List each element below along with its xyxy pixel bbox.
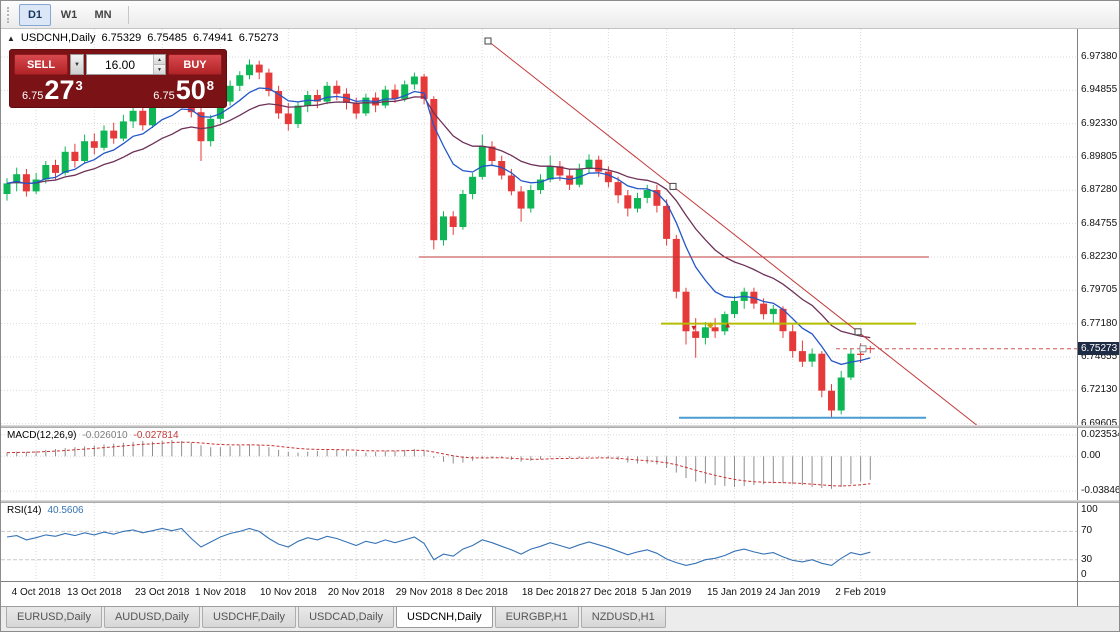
ohlc-close: 6.75273 xyxy=(238,32,279,44)
rsi-panel: 100 70 30 0 RSI(14) 40.5606 xyxy=(1,503,1119,581)
date-axis-label: 8 Dec 2018 xyxy=(456,587,508,598)
ohlc-high: 6.75485 xyxy=(147,32,188,44)
macd-main-value: -0.026010 xyxy=(82,430,128,441)
macd-axis-label: 0.023534 xyxy=(1081,428,1119,440)
one-click-collapse-icon[interactable]: ▲ xyxy=(7,33,15,43)
chart-tab-usdcnh-daily[interactable]: USDCNH,Daily xyxy=(396,607,493,628)
date-axis-label: 29 Nov 2018 xyxy=(395,587,453,598)
price-axis-label: 6.84755 xyxy=(1081,217,1118,229)
date-axis-label: 27 Dec 2018 xyxy=(580,587,637,598)
price-axis-label: 6.74655 xyxy=(1081,350,1118,362)
price-axis-label: 6.92330 xyxy=(1081,117,1118,129)
panel-splitter[interactable] xyxy=(1,425,1119,428)
chart-tab-usdchf-daily[interactable]: USDCHF,Daily xyxy=(201,607,297,628)
date-axis-label: 5 Jan 2019 xyxy=(641,587,692,598)
timeframe-w1-button[interactable]: W1 xyxy=(60,8,78,21)
toolbar-grip[interactable] xyxy=(7,6,12,23)
rsi-chart[interactable] xyxy=(1,503,1077,581)
date-axis-label: 15 Jan 2019 xyxy=(706,587,763,598)
svg-text:▼: ▼ xyxy=(690,323,698,332)
rsi-label: RSI(14) xyxy=(7,505,42,516)
macd-label: MACD(12,26,9) xyxy=(7,430,77,441)
chart-tab-eurgbp-h1[interactable]: EURGBP,H1 xyxy=(494,607,579,628)
rsi-axis-label: 30 xyxy=(1081,553,1093,565)
current-price-badge: 6.75273 xyxy=(1078,342,1119,355)
main-chart-panel: ▼ ◆ ▲ 6.75273 6.97380 6.94855 6.92330 6.89805… xyxy=(1,29,1119,425)
macd-axis[interactable]: 0.023534 0.00 -0.038466 xyxy=(1077,428,1119,500)
macd-panel: 0.023534 0.00 -0.038466 MACD(12,26,9) -0.0… xyxy=(1,428,1119,500)
rsi-axis-label: 70 xyxy=(1081,525,1093,537)
sell-price-pips: 27 xyxy=(44,75,75,106)
volume-down-button[interactable]: ▼ xyxy=(154,65,165,74)
timeframe-buttons: D1 W1 MN xyxy=(18,3,120,26)
price-axis-label: 6.94855 xyxy=(1081,84,1118,96)
buy-button[interactable]: BUY xyxy=(168,54,222,75)
rsi-axis-label: 100 xyxy=(1081,504,1098,516)
date-axis-label: 13 Oct 2018 xyxy=(67,587,122,598)
chart-tabs-bar: EURUSD,Daily AUDUSD,Daily USDCHF,Daily USDC… xyxy=(1,606,1119,631)
rsi-axis-label: 0 xyxy=(1081,569,1087,580)
sell-price-base: 6.75 xyxy=(22,90,44,102)
toolbar-separator-icon xyxy=(128,5,129,24)
ohlc-low: 6.74941 xyxy=(193,32,233,44)
macd-chart[interactable] xyxy=(1,428,1077,500)
date-axis-label: 4 Oct 2018 xyxy=(11,587,61,598)
macd-axis-label: -0.038466 xyxy=(1081,485,1119,497)
panel-splitter[interactable] xyxy=(1,500,1119,503)
date-axis-label: 1 Nov 2018 xyxy=(194,587,246,598)
rsi-value: 40.5606 xyxy=(47,505,84,516)
timeframe-mn-button[interactable]: MN xyxy=(94,8,112,21)
chart-tab-nzdusd-h1[interactable]: NZDUSD,H1 xyxy=(580,607,666,628)
price-axis[interactable]: 6.75273 6.97380 6.94855 6.92330 6.89805 6.87… xyxy=(1077,29,1119,425)
ohlc-open: 6.75329 xyxy=(101,32,142,44)
volume-dropdown-icon[interactable]: ▼ xyxy=(70,54,84,75)
svg-text:◆: ◆ xyxy=(707,321,714,330)
price-axis-label: 6.77180 xyxy=(1081,317,1118,329)
sell-price: 6.75 27 3 xyxy=(22,75,83,106)
sell-price-pipette: 3 xyxy=(75,78,83,93)
time-axis[interactable]: 4 Oct 2018 13 Oct 2018 23 Oct 2018 1 Nov 20… xyxy=(1,581,1119,606)
one-click-trading-panel: SELL ▼ 16.00 ▲ ▼ BUY 6.75 27 3 xyxy=(9,49,227,108)
date-axis-label: 24 Jan 2019 xyxy=(765,587,821,598)
price-axis-label: 6.79705 xyxy=(1081,284,1118,296)
macd-signal-value: -0.027814 xyxy=(133,430,179,441)
price-axis-label: 6.69605 xyxy=(1081,417,1118,425)
axis-corner xyxy=(1077,582,1119,606)
chart-title: USDCNH,Daily xyxy=(20,32,96,44)
buy-price: 6.75 50 8 xyxy=(153,75,214,106)
volume-value[interactable]: 16.00 xyxy=(104,57,136,72)
date-axis-label: 20 Nov 2018 xyxy=(327,587,385,598)
price-axis-label: 6.72130 xyxy=(1081,384,1118,396)
date-axis-label: 18 Dec 2018 xyxy=(521,587,579,598)
buy-price-pipette: 8 xyxy=(206,78,214,93)
chart-ohlc-header: ▲ USDCNH,Daily 6.75329 6.75485 6.74941 6… xyxy=(7,32,279,44)
sell-button[interactable]: SELL xyxy=(14,54,68,75)
timeframe-d1-button[interactable]: D1 xyxy=(19,3,51,26)
macd-header: MACD(12,26,9) -0.026010 -0.027814 xyxy=(7,430,179,441)
timeframe-toolbar: D1 W1 MN xyxy=(1,1,1119,29)
time-axis-labels: 4 Oct 2018 13 Oct 2018 23 Oct 2018 1 Nov 20… xyxy=(1,582,1077,606)
chart-tab-eurusd-daily[interactable]: EURUSD,Daily xyxy=(6,607,102,628)
chart-tab-audusd-daily[interactable]: AUDUSD,Daily xyxy=(103,607,200,628)
price-axis-label: 6.89805 xyxy=(1081,150,1118,162)
buy-price-pips: 50 xyxy=(175,75,206,106)
date-axis-label: 23 Oct 2018 xyxy=(134,587,190,598)
price-axis-label: 6.87280 xyxy=(1081,184,1118,196)
chart-tab-usdcad-daily[interactable]: USDCAD,Daily xyxy=(298,607,395,628)
date-axis-label: 2 Feb 2019 xyxy=(835,587,886,598)
price-axis-label: 6.82230 xyxy=(1081,250,1118,262)
rsi-header: RSI(14) 40.5606 xyxy=(7,505,84,516)
volume-stepper: ▲ ▼ xyxy=(153,55,165,74)
date-axis-label: 10 Nov 2018 xyxy=(259,587,317,598)
buy-price-base: 6.75 xyxy=(153,90,175,102)
price-axis-label: 6.97380 xyxy=(1081,50,1118,62)
macd-axis-label: 0.00 xyxy=(1081,450,1101,462)
rsi-axis[interactable]: 100 70 30 0 xyxy=(1077,503,1119,581)
svg-text:▲: ▲ xyxy=(724,321,732,330)
volume-input[interactable]: 16.00 ▲ ▼ xyxy=(86,54,166,75)
volume-up-button[interactable]: ▲ xyxy=(154,55,165,65)
